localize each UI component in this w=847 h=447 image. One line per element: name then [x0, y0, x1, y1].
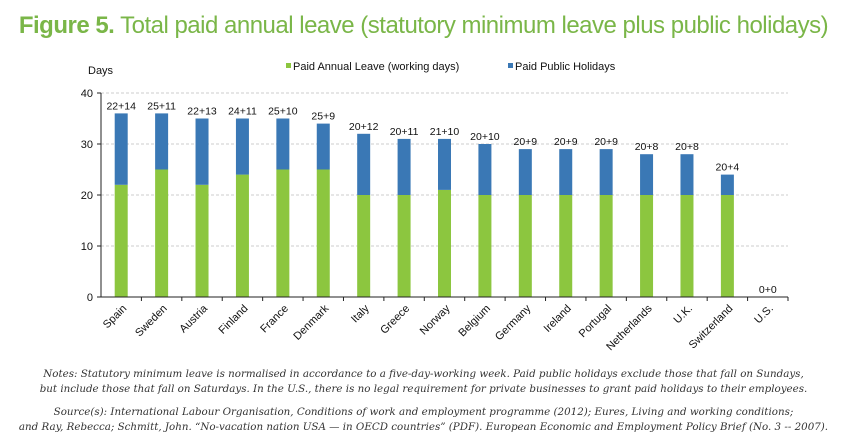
x-tick-label: Ireland [542, 303, 574, 335]
x-tick-label: U.S. [752, 303, 776, 327]
x-tick-label: Switzerland [687, 303, 736, 352]
bar-annual-leave [155, 169, 169, 297]
axes [97, 92, 789, 301]
y-tick-label: 40 [81, 88, 93, 100]
data-label: 20+9 [513, 136, 537, 148]
x-tick-label: Finland [217, 303, 251, 337]
bar-annual-leave [438, 189, 451, 297]
x-tick-label: France [258, 303, 291, 336]
bar-public-holidays [316, 123, 330, 170]
bar-annual-leave [599, 195, 613, 297]
bar-annual-leave [680, 195, 694, 297]
y-tick-label: 20 [81, 190, 93, 202]
legend: Paid Annual Leave (working days) Paid Pub… [286, 61, 616, 73]
notes-line-2: but include those that fall on Saturdays… [39, 383, 808, 395]
x-tick-label: Spain [101, 303, 129, 331]
data-label: 20+4 [716, 162, 740, 174]
bar-annual-leave [114, 184, 128, 297]
sources-line-1: Source(s): International Labour Organisa… [53, 406, 794, 418]
bar-annual-leave [518, 195, 532, 297]
data-label: 25+10 [268, 106, 298, 118]
figure-title: Figure 5. Total paid annual leave (statu… [0, 12, 847, 40]
x-tick-label: Portugal [577, 303, 614, 340]
legend-label-public-holidays: Paid Public Holidays [515, 61, 616, 73]
data-label: 20+12 [349, 121, 379, 133]
bars [114, 113, 734, 297]
data-label: 20+9 [594, 136, 618, 148]
bar-annual-leave [235, 174, 249, 297]
bar-public-holidays [438, 138, 451, 190]
data-label: 24+11 [228, 106, 257, 118]
legend-swatch-annual-leave [286, 63, 291, 68]
figure-title-text: Total paid annual leave (statutory minim… [120, 12, 829, 39]
x-tick-label: Norway [418, 302, 453, 337]
bar-public-holidays [195, 118, 209, 185]
y-axis-label: Days [88, 65, 114, 77]
data-label: 20+11 [390, 126, 419, 138]
notes-line-1: Notes: Statutory minimum leave is normal… [43, 368, 804, 380]
bar-public-holidays [518, 149, 532, 195]
sources: Source(s): International Labour Organisa… [0, 405, 847, 435]
bar-public-holidays [599, 149, 613, 195]
bar-public-holidays [276, 118, 290, 170]
bar-public-holidays [680, 154, 694, 195]
data-label: 20+8 [635, 141, 659, 153]
bar-public-holidays [357, 133, 371, 195]
data-label: 20+9 [554, 136, 578, 148]
bar-public-holidays [235, 118, 249, 175]
bar-annual-leave [397, 195, 411, 297]
stacked-bar-chart: 0 10 20 30 40 Days 22+14 Spain 25+11 Sweden 22+13 A… [81, 61, 789, 353]
x-tick-label: Italy [349, 302, 372, 325]
x-tick-label: Belgium [456, 303, 493, 340]
sources-line-2: and Ray, Rebecca; Schmitt, John. “No-vac… [18, 421, 829, 433]
bar-annual-leave [478, 195, 492, 297]
x-tick-label: Austria [177, 302, 210, 335]
notes: Notes: Statutory minimum leave is normal… [0, 367, 847, 397]
data-label: 21+10 [430, 126, 460, 138]
bar-annual-leave [640, 195, 654, 297]
x-tick-label: Greece [378, 303, 412, 337]
bar-annual-leave [276, 169, 290, 297]
bar-public-holidays [397, 138, 411, 195]
bar-annual-leave [195, 184, 209, 297]
data-label: 0+0 [759, 284, 777, 296]
bar-annual-leave [316, 169, 330, 297]
data-label: 25+11 [147, 100, 176, 112]
bar-public-holidays [640, 154, 654, 195]
bar-annual-leave [720, 195, 734, 297]
bar-public-holidays [559, 149, 573, 195]
x-tick-label: Denmark [291, 302, 331, 342]
bar-public-holidays [155, 113, 169, 170]
bar-annual-leave [357, 195, 371, 297]
data-label: 22+14 [106, 100, 136, 112]
labels: 0 10 20 30 40 Days 22+14 Spain 25+11 Sweden 22+13 A… [81, 65, 777, 353]
x-tick-label: Germany [493, 302, 534, 343]
data-label: 25+9 [311, 111, 335, 123]
x-tick-label: Sweden [133, 303, 170, 340]
bar-public-holidays [478, 144, 492, 195]
figure-label: Figure 5. [18, 12, 115, 39]
x-tick-label: U.K. [671, 303, 695, 327]
data-label: 20+8 [675, 141, 699, 153]
bar-public-holidays [720, 174, 734, 195]
bar-annual-leave [559, 195, 573, 297]
legend-swatch-public-holidays [508, 63, 513, 68]
y-tick-label: 30 [81, 139, 93, 151]
data-label: 22+13 [187, 106, 217, 118]
bar-public-holidays [114, 113, 128, 185]
gridlines [101, 92, 788, 247]
data-label: 20+10 [470, 131, 500, 143]
legend-label-annual-leave: Paid Annual Leave (working days) [293, 61, 459, 73]
y-tick-label: 0 [87, 292, 93, 304]
y-tick-label: 10 [81, 241, 93, 253]
